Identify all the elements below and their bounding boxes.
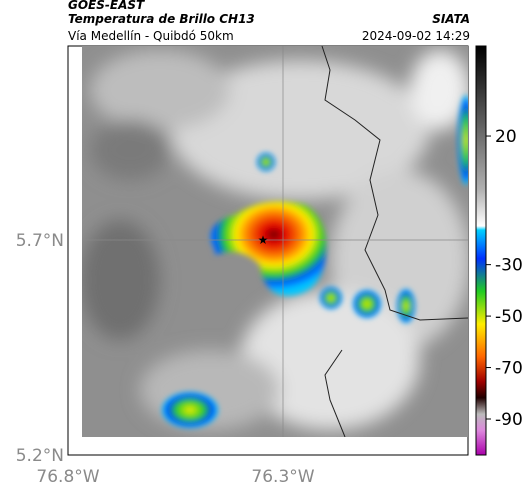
satellite-image: ★ bbox=[82, 46, 468, 437]
colorbar-ticks: 20 -30 -50 -70 -90 bbox=[486, 127, 523, 430]
brand: SIATA bbox=[432, 12, 470, 26]
colorbar-tick-label: -50 bbox=[495, 307, 523, 327]
subtitle: Temperatura de Brillo CH13 bbox=[68, 12, 255, 26]
colorbar-tick-label: 20 bbox=[495, 127, 517, 147]
route: Vía Medellín - Quibdó 50km bbox=[68, 29, 234, 43]
colorbar-tick-label: -30 bbox=[495, 256, 523, 276]
lat-label: 5.7°N bbox=[16, 231, 64, 251]
colorbar bbox=[475, 45, 487, 456]
colorbar-tick-label: -70 bbox=[495, 359, 523, 379]
colorbar-tick-label: -90 bbox=[495, 410, 523, 430]
lon-label: 76.8°W bbox=[36, 467, 99, 487]
title: GOES-EAST bbox=[68, 0, 145, 12]
lat-label: 5.2°N bbox=[16, 446, 64, 466]
lon-label: 76.3°W bbox=[251, 467, 314, 487]
datetime: 2024-09-02 14:29 bbox=[362, 29, 470, 43]
svg-text:★: ★ bbox=[258, 233, 269, 247]
